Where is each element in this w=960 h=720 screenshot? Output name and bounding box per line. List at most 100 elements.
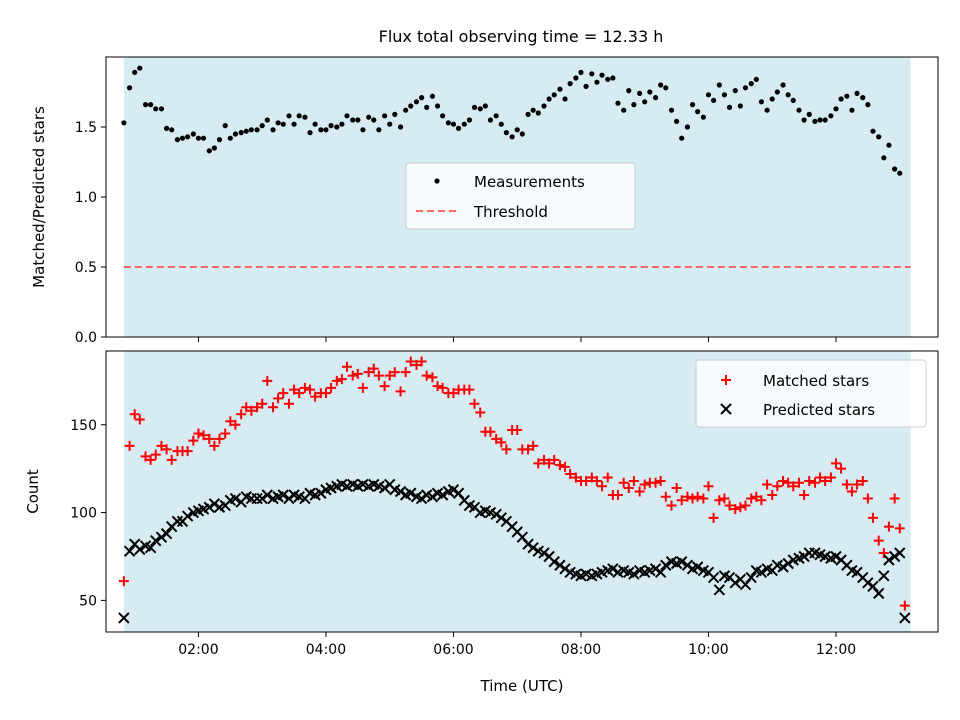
predicted-star-point [447,484,460,496]
measurement-point [551,92,557,98]
matched-star-point [841,479,852,490]
matched-star-point [496,437,507,448]
measurement-point [392,111,398,117]
matched-star-point [533,458,544,469]
predicted-star-point [713,584,726,596]
measurement-point [471,104,478,110]
measurement-point [753,76,759,82]
matched-star-point [485,426,496,437]
predicted-star-point [155,531,168,543]
y-tick-label: 50 [79,593,97,609]
matched-star-point [708,512,719,523]
measurement-point [710,97,717,103]
measurement-point [865,102,871,108]
matched-star-point [857,475,868,486]
predicted-star-point [554,559,566,571]
measurement-point [854,90,860,96]
matched-star-point [225,416,236,427]
measurement-point [482,103,488,109]
matched-star-point [161,444,172,455]
x-axis-label: Time (UTC) [480,677,564,695]
predicted-star-point [277,489,289,501]
predicted-star-point [171,515,184,528]
measurement-point [594,79,600,85]
matched-star-point [809,477,820,488]
matched-star-point [305,384,316,395]
matched-star-point [416,356,427,367]
matched-star-point [883,521,894,532]
matched-star-point [655,475,666,486]
predicted-star-point [628,568,640,580]
legend-box [405,162,636,230]
measurement-point [860,95,866,101]
measurement-point [121,120,127,126]
measurement-point [163,125,170,131]
matched-star-point [650,477,661,488]
predicted-star-point [538,547,550,559]
measurement-point [748,81,754,87]
x-tick-label: 06:00 [433,642,473,658]
matched-star-point [623,482,634,493]
measurement-point [509,134,515,140]
measurement-point [695,109,701,115]
measurement-point [769,96,775,102]
measurement-point [366,114,372,120]
matched-star-point [209,440,220,451]
matched-star-point [512,425,523,436]
measurement-point [487,117,494,123]
matched-star-point [257,398,268,409]
matched-star-point [825,472,836,483]
legend-matched-marker [721,375,731,385]
matched-star-point [150,449,161,460]
measurement-point [382,113,388,119]
measurement-point [232,131,239,137]
matched-star-point [740,500,751,511]
matched-star-point [448,388,459,399]
predicted-star-point [181,510,194,522]
predicted-star-point [548,556,560,568]
matched-star-point [246,405,257,416]
matched-star-point [549,454,560,465]
matched-star-point [586,472,597,483]
predicted-star-point [660,559,672,571]
measurement-point [737,103,743,109]
matched-star-point [724,500,735,511]
predicted-star-point [150,534,162,547]
measurement-point [562,96,568,102]
matched-star-point [528,440,539,451]
matched-star-point [698,493,709,504]
predicted-star-point [315,487,327,499]
measurement-point [429,93,436,99]
matched-star-point [751,491,762,502]
measurement-point [371,117,377,123]
matched-star-point [140,451,151,462]
matched-star-point [846,486,857,497]
measurement-point [674,118,680,124]
measurement-point [254,127,260,133]
y-tick-label: 1.5 [75,120,97,136]
matched-star-point [820,475,831,486]
predicted-star-point [798,550,810,563]
matched-star-point [560,461,571,472]
predicted-star-point [436,489,449,501]
measurement-point [844,93,850,99]
measurement-point [806,111,812,117]
matched-star-point [628,475,639,486]
matched-star-point [421,370,432,381]
matched-star-point [368,363,379,374]
predicted-star-point [283,492,295,505]
measurement-point [892,166,898,172]
measurement-point [870,128,876,134]
measurement-point [833,106,839,112]
matched-star-point [783,477,794,488]
measurement-point [716,82,722,88]
matched-star-point [352,368,363,379]
matched-star-point [687,493,698,504]
measurement-point [360,127,366,133]
matched-star-point [252,402,263,413]
measurement-point [567,81,573,87]
predicted-star-point [707,571,720,584]
measurement-point [721,92,728,98]
matched-star-point [788,481,799,492]
y-tick-label: 1.0 [75,190,97,206]
